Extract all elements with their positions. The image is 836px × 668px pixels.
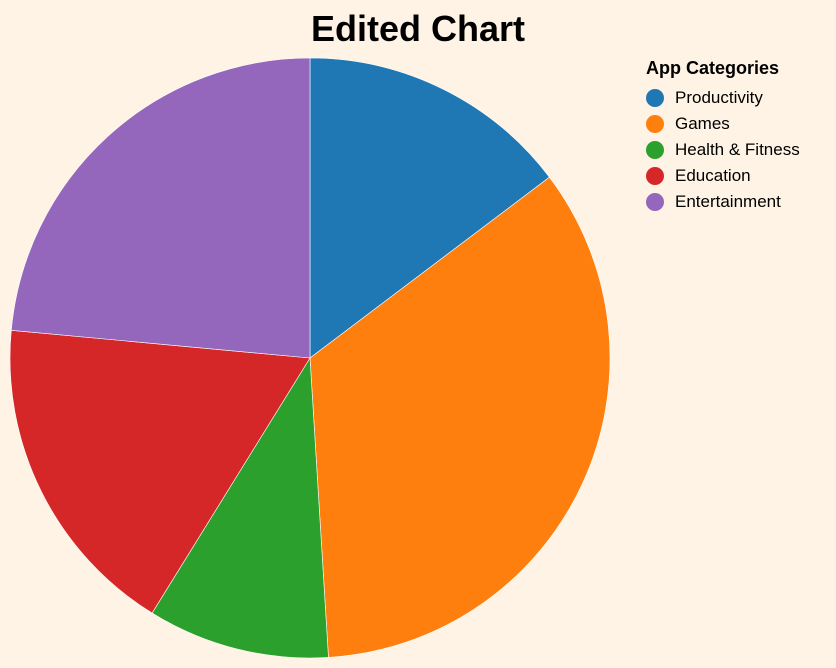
legend-item-health-fitness: Health & Fitness <box>646 137 800 163</box>
legend-label-entertainment: Entertainment <box>675 192 781 211</box>
pie-slice-games <box>309 176 611 658</box>
legend-label-games: Games <box>675 114 730 133</box>
pie-slice-health-fitness <box>151 357 329 659</box>
legend-swatch-entertainment <box>646 193 664 211</box>
legend-items: Productivity Games Health & Fitness Educati… <box>646 85 800 215</box>
pie-slice-entertainment <box>10 57 311 359</box>
legend-label-productivity: Productivity <box>675 88 763 107</box>
pie-slices <box>9 57 611 659</box>
legend-item-productivity: Productivity <box>646 85 800 111</box>
legend-label-health-fitness: Health & Fitness <box>675 140 800 159</box>
pie-slice-productivity <box>309 57 550 359</box>
legend: App Categories Productivity Games Health &… <box>646 58 800 215</box>
legend-swatch-education <box>646 167 664 185</box>
chart-title: Edited Chart <box>310 8 525 49</box>
legend-swatch-productivity <box>646 89 664 107</box>
legend-title: App Categories <box>646 58 780 78</box>
legend-item-education: Education <box>646 163 800 189</box>
legend-swatch-health-fitness <box>646 141 664 159</box>
legend-swatch-games <box>646 115 664 133</box>
legend-label-education: Education <box>675 166 751 185</box>
pie-slice-education <box>9 329 311 614</box>
legend-item-entertainment: Entertainment <box>646 189 800 215</box>
legend-item-games: Games <box>646 111 800 137</box>
